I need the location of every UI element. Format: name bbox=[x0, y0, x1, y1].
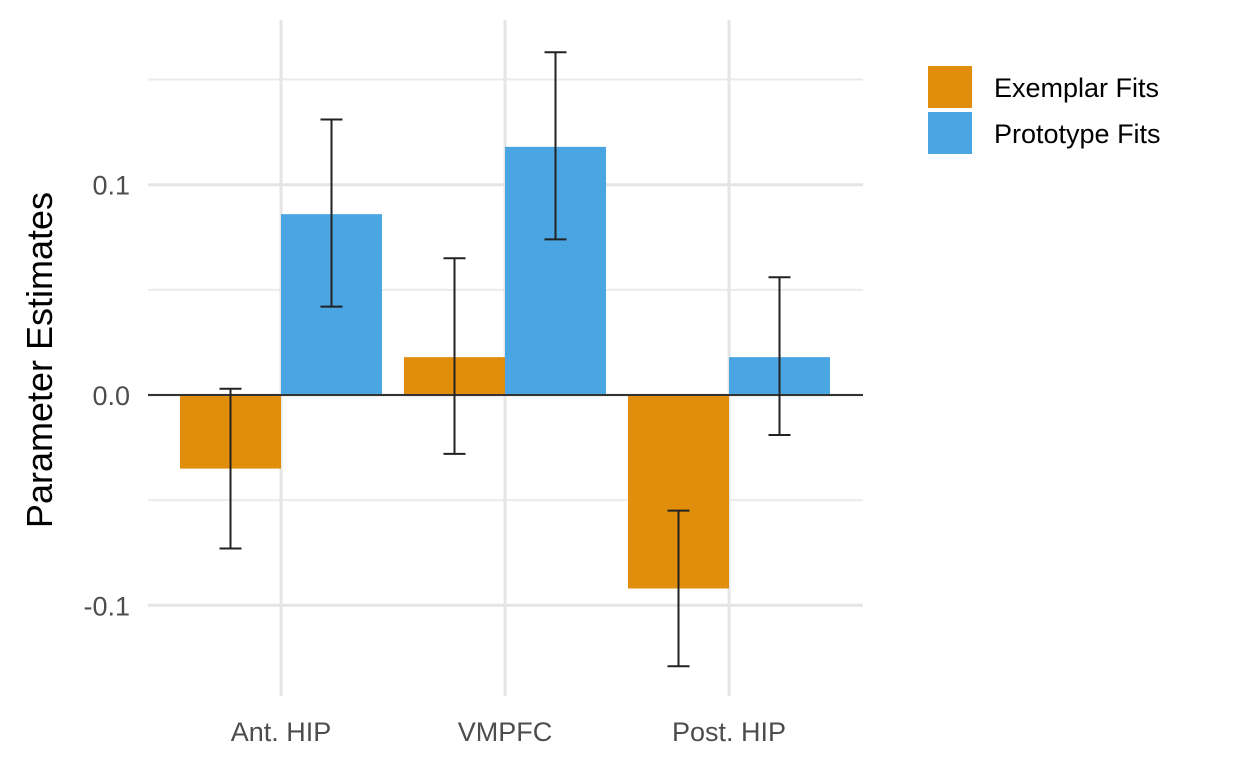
errorbar-exemplar-2 bbox=[667, 509, 690, 668]
legend: Exemplar Fits Prototype Fits bbox=[928, 66, 1161, 154]
x-axis-tick-labels: Ant. HIP VMPFC Post. HIP bbox=[231, 717, 786, 747]
errorbar-prototype-2 bbox=[768, 276, 791, 436]
x-tick-label-2: Post. HIP bbox=[672, 717, 786, 747]
y-tick-label-0: -0.1 bbox=[83, 591, 130, 621]
legend-swatch-0 bbox=[928, 66, 972, 108]
errorbar-prototype-0 bbox=[320, 118, 343, 308]
y-tick-label-2: 0.1 bbox=[92, 171, 130, 201]
y-axis-title: Parameter Estimates bbox=[19, 192, 60, 528]
legend-label-0: Exemplar Fits bbox=[994, 73, 1159, 103]
x-tick-label-1: VMPFC bbox=[458, 717, 553, 747]
errorbar-exemplar-0 bbox=[219, 387, 242, 550]
x-tick-label-0: Ant. HIP bbox=[231, 717, 332, 747]
error-bars bbox=[219, 51, 791, 668]
y-tick-label-1: 0.0 bbox=[92, 381, 130, 411]
errorbar-exemplar-1 bbox=[443, 257, 466, 455]
errorbar-prototype-1 bbox=[544, 51, 567, 241]
legend-label-1: Prototype Fits bbox=[994, 119, 1161, 149]
legend-swatch-1 bbox=[928, 112, 972, 154]
y-axis-tick-labels: -0.1 0.0 0.1 bbox=[83, 171, 130, 622]
